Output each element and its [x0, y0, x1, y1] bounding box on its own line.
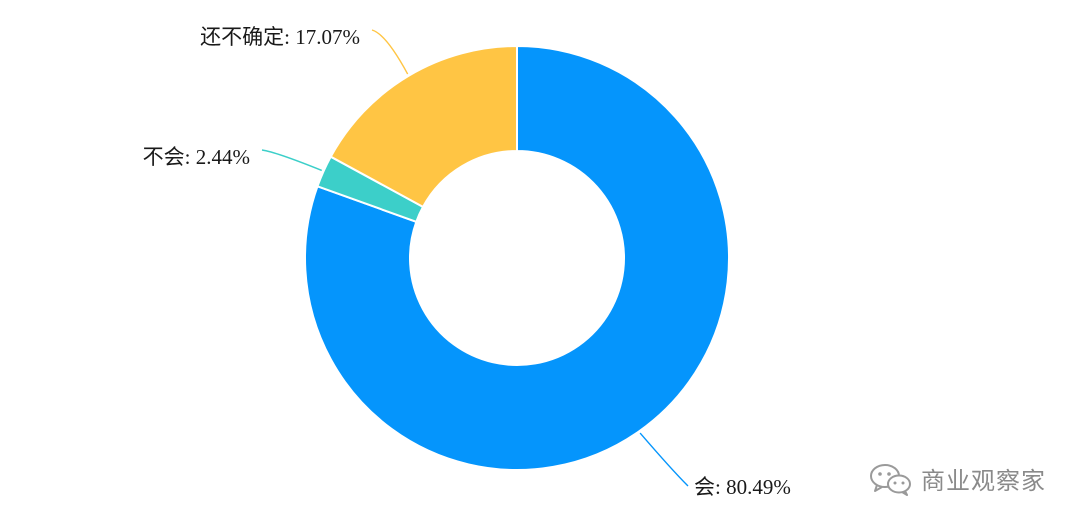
donut-slice-1 — [304, 44, 730, 471]
slice-label-3: 还不确定: 17.07% — [200, 25, 360, 49]
donut-slice-3 — [329, 44, 518, 209]
leader-line-1 — [639, 432, 689, 487]
leader-line-2 — [261, 149, 323, 172]
leader-line-3 — [371, 29, 409, 75]
donut-slices — [304, 44, 730, 471]
slice-labels: 会: 80.49% 不会: 2.44% 还不确定: 17.07% — [143, 25, 791, 499]
slice-label-2: 不会: 2.44% — [143, 145, 250, 169]
watermark: 商业观察家 — [869, 461, 1046, 496]
label-leader-lines — [261, 29, 689, 487]
watermark-text: 商业观察家 — [921, 467, 1046, 495]
wechat-icon — [870, 463, 911, 496]
slice-label-1: 会: 80.49% — [694, 475, 791, 499]
